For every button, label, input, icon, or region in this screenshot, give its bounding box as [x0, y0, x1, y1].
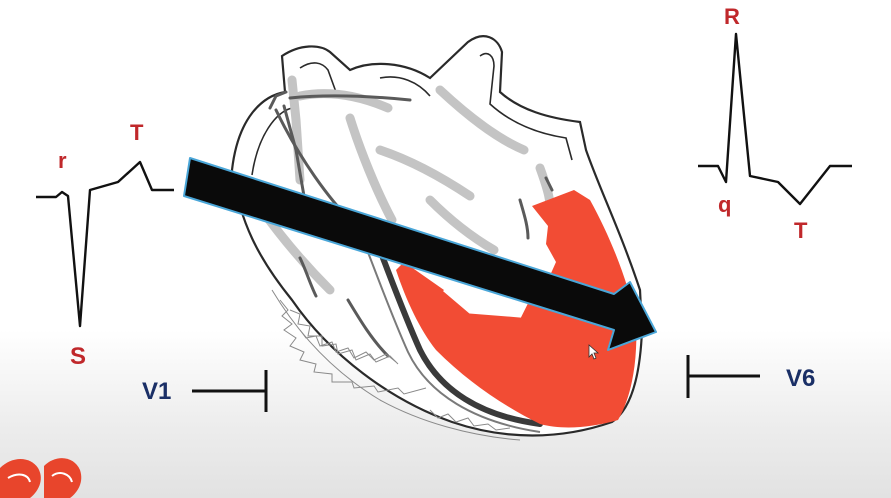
purkinje-network	[271, 289, 521, 441]
heart-diagram	[230, 35, 644, 441]
electrode-v6-icon	[686, 355, 760, 398]
v6-q-label: q	[718, 192, 731, 217]
logo-fragment	[0, 458, 82, 498]
v6-lead-label: V6	[786, 365, 815, 392]
electrode-v1-icon	[192, 370, 268, 412]
depolarized-area	[396, 190, 637, 428]
septum-edge	[359, 231, 541, 433]
v1-r-label: r	[58, 148, 67, 173]
v6-r-label: R	[724, 4, 740, 29]
v1-waveform: r T S	[36, 120, 174, 370]
chamber-outlines	[251, 52, 573, 176]
mouse-cursor-icon	[588, 344, 600, 360]
mean-vector-arrow	[183, 157, 657, 351]
v1-t-label: T	[130, 120, 144, 145]
v6-t-label: T	[794, 218, 808, 243]
v1-lead-label: V1	[142, 378, 171, 405]
septum	[369, 227, 543, 427]
v6-waveform: R q T	[698, 4, 852, 243]
v1-s-label: S	[70, 343, 86, 370]
